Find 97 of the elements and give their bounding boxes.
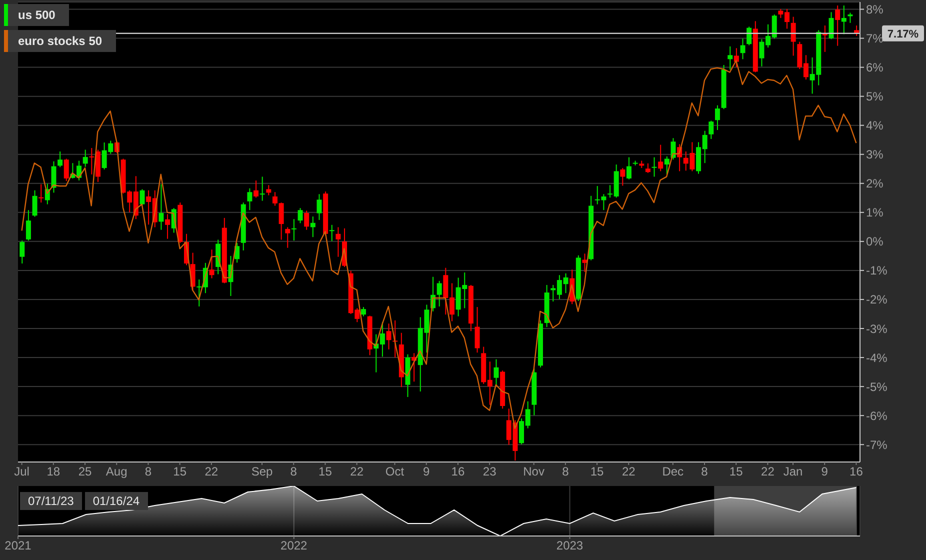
candlestick (728, 46, 733, 70)
candlestick (841, 4, 846, 35)
candlestick (254, 180, 259, 198)
candlestick (20, 240, 25, 264)
y-tick-label: -5% (866, 380, 888, 394)
candlestick (140, 188, 145, 206)
y-tick-label: -6% (866, 408, 888, 423)
candlestick (291, 218, 296, 242)
candlestick (652, 156, 657, 178)
legend-label: euro stocks 50 (17, 33, 104, 50)
y-tick-label: 0% (866, 234, 884, 249)
x-tick-label: Oct (385, 464, 405, 479)
x-tick-label: 15 (173, 464, 187, 479)
y-tick-label: 2% (866, 176, 884, 191)
candlestick (329, 224, 334, 242)
x-tick-label: Nov (523, 464, 544, 479)
y-tick-label: 4% (866, 118, 884, 133)
x-tick-label: 15 (590, 464, 604, 479)
candlestick (708, 120, 714, 140)
y-tick-label: -2% (866, 292, 888, 307)
y-tick-label: -3% (866, 322, 888, 336)
candlestick (626, 156, 632, 180)
candlestick (336, 226, 341, 258)
x-tick-label: 8 (290, 464, 298, 479)
x-tick-label: Dec (662, 464, 684, 479)
x-tick-label: 2021 (4, 538, 32, 553)
candlestick (165, 214, 170, 240)
x-tick-label: Jul (14, 464, 30, 479)
x-tick-label: 16 (850, 464, 864, 479)
annotation: 01/16/24 (84, 492, 148, 510)
y-tick-label: 7% (866, 32, 884, 46)
candlestick (58, 150, 63, 168)
x-tick-label: 25 (78, 464, 92, 479)
y-tick-label: -7% (866, 438, 888, 452)
x-tick-label: 9 (821, 464, 828, 479)
x-tick-label: 22 (622, 464, 636, 479)
x-tick-label: 23 (482, 464, 497, 479)
candlestick (436, 280, 442, 307)
candlestick (247, 188, 252, 211)
candlestick (285, 226, 290, 248)
candlestick (310, 216, 316, 238)
x-tick-label: 16 (451, 464, 465, 479)
x-tick-label: Jan (783, 464, 803, 479)
x-tick-label: Aug (106, 464, 128, 479)
candlestick (645, 162, 650, 174)
candlestick (790, 16, 796, 56)
candlestick (828, 12, 834, 40)
candlestick (386, 323, 392, 350)
candlestick (620, 168, 626, 186)
candlestick (734, 48, 739, 68)
candlestick (740, 38, 746, 60)
y-tick-label: 8% (866, 2, 884, 17)
x-tick-label: 8 (144, 464, 152, 479)
x-tick-label: 2022 (280, 538, 308, 553)
legend-label: us 500 (17, 7, 56, 24)
x-tick-label: 2023 (556, 538, 584, 553)
candlestick (260, 176, 265, 202)
candlestick (32, 190, 38, 218)
candlestick (38, 184, 44, 204)
candlestick (835, 4, 840, 46)
y-tick-label: 5% (866, 90, 884, 104)
candlestick (51, 160, 56, 194)
candlestick (494, 358, 499, 387)
candlestick (158, 184, 164, 230)
x-tick-label: 18 (46, 464, 60, 479)
candlestick (26, 210, 31, 242)
x-tick-label: 22 (350, 464, 364, 479)
candlestick (664, 156, 670, 175)
candlestick (304, 210, 310, 230)
candlestick (266, 184, 272, 196)
candlestick (209, 249, 214, 279)
y-tick-label: -1% (866, 264, 888, 278)
ref-line-label: 7.17% (887, 28, 919, 40)
x-tick-label: 15 (318, 464, 332, 479)
annotation: 07/11/23 (20, 492, 82, 510)
candlestick (360, 306, 366, 317)
candlestick (474, 306, 480, 354)
candlestick (298, 208, 303, 224)
y-tick-label: -4% (866, 350, 888, 365)
candlestick (89, 147, 94, 175)
x-tick-label: 9 (423, 464, 430, 479)
x-tick-label: 8 (562, 464, 570, 479)
candlestick (82, 149, 88, 168)
y-tick-label: 3% (866, 148, 884, 162)
y-tick-label: 6% (866, 60, 884, 75)
y-tick-label: 1% (866, 206, 884, 220)
x-tick-label: 15 (729, 464, 744, 479)
candlestick (582, 253, 588, 272)
x-tick-label: 22 (204, 464, 218, 479)
candlestick (64, 158, 69, 182)
x-tick-label: 8 (701, 464, 708, 479)
candlestick (670, 138, 676, 160)
candlestick (658, 144, 664, 172)
candlestick (714, 104, 720, 130)
x-tick-label: Sep (251, 464, 273, 479)
candlestick (316, 194, 322, 220)
x-tick-label: 22 (761, 464, 775, 479)
